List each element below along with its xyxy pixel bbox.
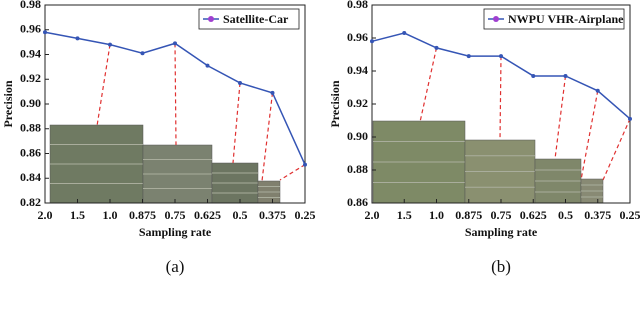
y-axis-label: Precision (328, 80, 342, 127)
data-point (108, 42, 112, 47)
data-point (205, 63, 210, 68)
legend-label: NWPU VHR-Airplane (508, 12, 624, 26)
x-tick-label: 1.5 (70, 208, 85, 222)
y-tick-label: 0.88 (347, 162, 368, 176)
x-tick-label: 0.25 (620, 208, 640, 222)
x-tick-label: 0.625 (520, 208, 547, 222)
x-tick-label: 0.75 (165, 208, 186, 222)
y-tick-label: 0.98 (20, 0, 41, 11)
y-tick-label: 0.94 (347, 63, 368, 77)
data-point (595, 88, 600, 93)
data-point (43, 30, 47, 35)
y-tick-label: 0.88 (20, 121, 41, 135)
x-tick-label: 0.375 (259, 208, 286, 222)
x-tick-label: 0.625 (194, 208, 221, 222)
legend-box (198, 8, 300, 30)
y-tick-label: 0.86 (20, 145, 41, 159)
y-tick-label: 0.94 (20, 46, 41, 60)
data-point (434, 45, 439, 50)
y-tick-label: 0.90 (347, 129, 368, 143)
legend-marker (493, 16, 499, 22)
x-tick-label: 0.875 (129, 208, 156, 222)
legend-label: Satellite-Car (223, 12, 289, 26)
y-tick-label: 0.90 (20, 96, 41, 110)
data-point (303, 162, 307, 167)
y-tick-label: 0.98 (347, 0, 368, 11)
x-tick-label: 0.5 (233, 208, 248, 222)
data-point (270, 90, 275, 95)
x-tick-label: 2.0 (365, 208, 380, 222)
y-tick-label: 0.86 (347, 195, 368, 209)
link-line (499, 56, 502, 141)
y-tick-label: 0.96 (20, 22, 41, 36)
x-tick-label: 1.5 (397, 208, 412, 222)
x-tick-label: 1.0 (103, 208, 118, 222)
caption: (a) (166, 257, 185, 276)
link-line (602, 118, 631, 181)
y-axis-label: Precision (1, 80, 15, 127)
y-tick-label: 0.96 (347, 30, 368, 44)
y-tick-label: 0.82 (20, 195, 41, 209)
x-tick-label: 2.0 (38, 208, 53, 222)
link-line (419, 47, 438, 123)
link-line (261, 92, 274, 182)
data-point (466, 54, 471, 59)
y-tick-label: 0.92 (347, 96, 368, 110)
link-line (232, 82, 241, 164)
x-axis-label: Sampling rate (139, 225, 212, 239)
data-point (370, 39, 374, 44)
data-point (499, 54, 503, 59)
caption: (b) (491, 257, 511, 276)
x-tick-label: 0.5 (558, 208, 573, 222)
x-tick-label: 0.375 (584, 208, 611, 222)
x-tick-label: 0.75 (491, 208, 512, 222)
data-point (75, 36, 80, 41)
x-tick-label: 1.0 (429, 208, 444, 222)
link-line (96, 44, 111, 127)
link-line (174, 43, 177, 146)
link-line (554, 75, 567, 160)
legend-box (483, 8, 625, 30)
y-tick-label: 0.84 (20, 170, 41, 184)
y-tick-label: 0.92 (20, 71, 41, 85)
link-line (580, 90, 599, 181)
legend-marker (208, 16, 214, 22)
x-tick-label: 0.25 (295, 208, 316, 222)
data-point (173, 41, 177, 46)
data-point (238, 80, 242, 85)
data-point (140, 51, 145, 56)
data-point (628, 116, 632, 121)
data-point (531, 73, 536, 78)
x-tick-label: 0.875 (455, 208, 482, 222)
data-point (563, 73, 568, 78)
link-line (279, 164, 306, 181)
x-axis-label: Sampling rate (465, 225, 538, 239)
data-point (402, 31, 407, 36)
